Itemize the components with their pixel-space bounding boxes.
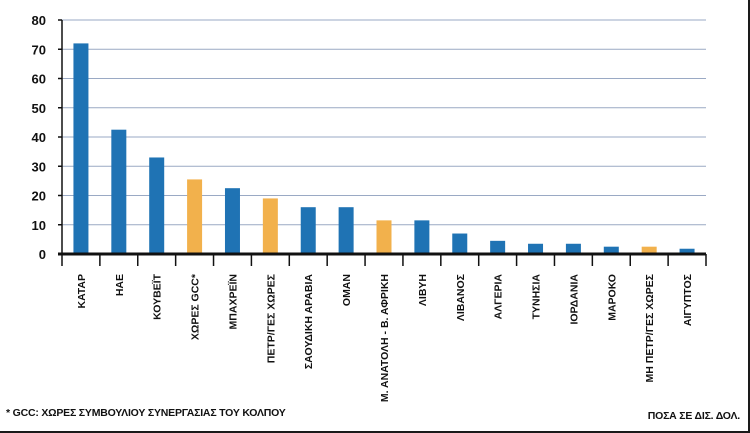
- category-label: ΗΑΕ: [114, 274, 126, 296]
- category-label: ΧΩΡΕΣ GCC*: [190, 273, 202, 340]
- y-tick-label: 0: [39, 247, 46, 262]
- y-tick-label: 30: [32, 159, 46, 174]
- bar: [679, 248, 695, 254]
- bar: [452, 233, 468, 254]
- category-label: ΚΟΥΒΕΪΤ: [151, 273, 164, 319]
- category-label: ΛΙΒΑΝΟΣ: [455, 274, 467, 321]
- bar: [300, 207, 316, 254]
- category-label: ΛΙΒΥΗ: [417, 274, 429, 306]
- bar: [565, 243, 581, 254]
- bar: [641, 246, 657, 254]
- y-tick-labels: 0 10 20 30 40 50 60 70 80: [32, 13, 46, 262]
- bars: [73, 43, 695, 255]
- axes: [58, 19, 707, 266]
- bar: [376, 220, 392, 254]
- category-label: ΜΠΑΧΡΕΪΝ: [226, 274, 239, 329]
- category-labels: ΚΑΤΑΡ ΗΑΕ ΚΟΥΒΕΪΤ ΧΩΡΕΣ GCC* ΜΠΑΧΡΕΪΝ ΠΕΤΡ/ΓΕ…: [76, 273, 694, 402]
- category-label: ΜΑΡΟΚΟ: [606, 274, 618, 321]
- category-label: ΜΗ ΠΕΤΡ/ΓΕΣ ΧΩΡΕΣ: [644, 274, 656, 382]
- category-label: ΤΥΝΗΣΙΑ: [531, 274, 543, 320]
- category-label: ΚΑΤΑΡ: [76, 274, 88, 309]
- bar: [603, 246, 619, 254]
- bar: [224, 188, 240, 254]
- category-label: ΣΑΟΥΔΙΚΗ ΑΡΑΒΙΑ: [303, 274, 315, 370]
- y-tick-label: 20: [32, 189, 46, 204]
- bar: [528, 243, 544, 254]
- category-label: ΠΕΤΡ/ΓΕΣ ΧΩΡΕΣ: [265, 274, 277, 363]
- bar: [414, 220, 430, 254]
- y-tick-label: 70: [32, 42, 46, 57]
- bar: [149, 157, 165, 254]
- units-label: ΠΟΣΑ ΣΕ ΔΙΣ. ΔΟΛ.: [647, 410, 740, 422]
- y-tick-label: 80: [32, 13, 46, 28]
- y-tick-label: 60: [32, 72, 46, 87]
- bar: [111, 129, 127, 254]
- y-tick-label: 10: [32, 218, 46, 233]
- bar: [338, 207, 354, 254]
- y-tick-label: 50: [32, 101, 46, 116]
- bar: [73, 43, 89, 255]
- bar: [262, 198, 278, 254]
- category-label: ΙΟΡΔΑΝΙΑ: [568, 274, 580, 325]
- category-label: ΑΙΓΥΠΤΟΣ: [682, 274, 694, 326]
- y-tick-label: 40: [32, 130, 46, 145]
- bar: [490, 240, 506, 254]
- category-label: Μ. ΑΝΑΤΟΛΗ - Β. ΑΦΡΙΚΗ: [379, 274, 391, 402]
- footnote: * GCC: ΧΩΡΕΣ ΣΥΜΒΟΥΛΙΟΥ ΣΥΝΕΡΓΑΣΙΑΣ ΤΟΥ …: [6, 407, 286, 419]
- category-label: ΟΜΑΝ: [341, 274, 353, 306]
- category-label: ΑΛΓΕΡΙΑ: [493, 274, 505, 320]
- bar: [187, 179, 203, 254]
